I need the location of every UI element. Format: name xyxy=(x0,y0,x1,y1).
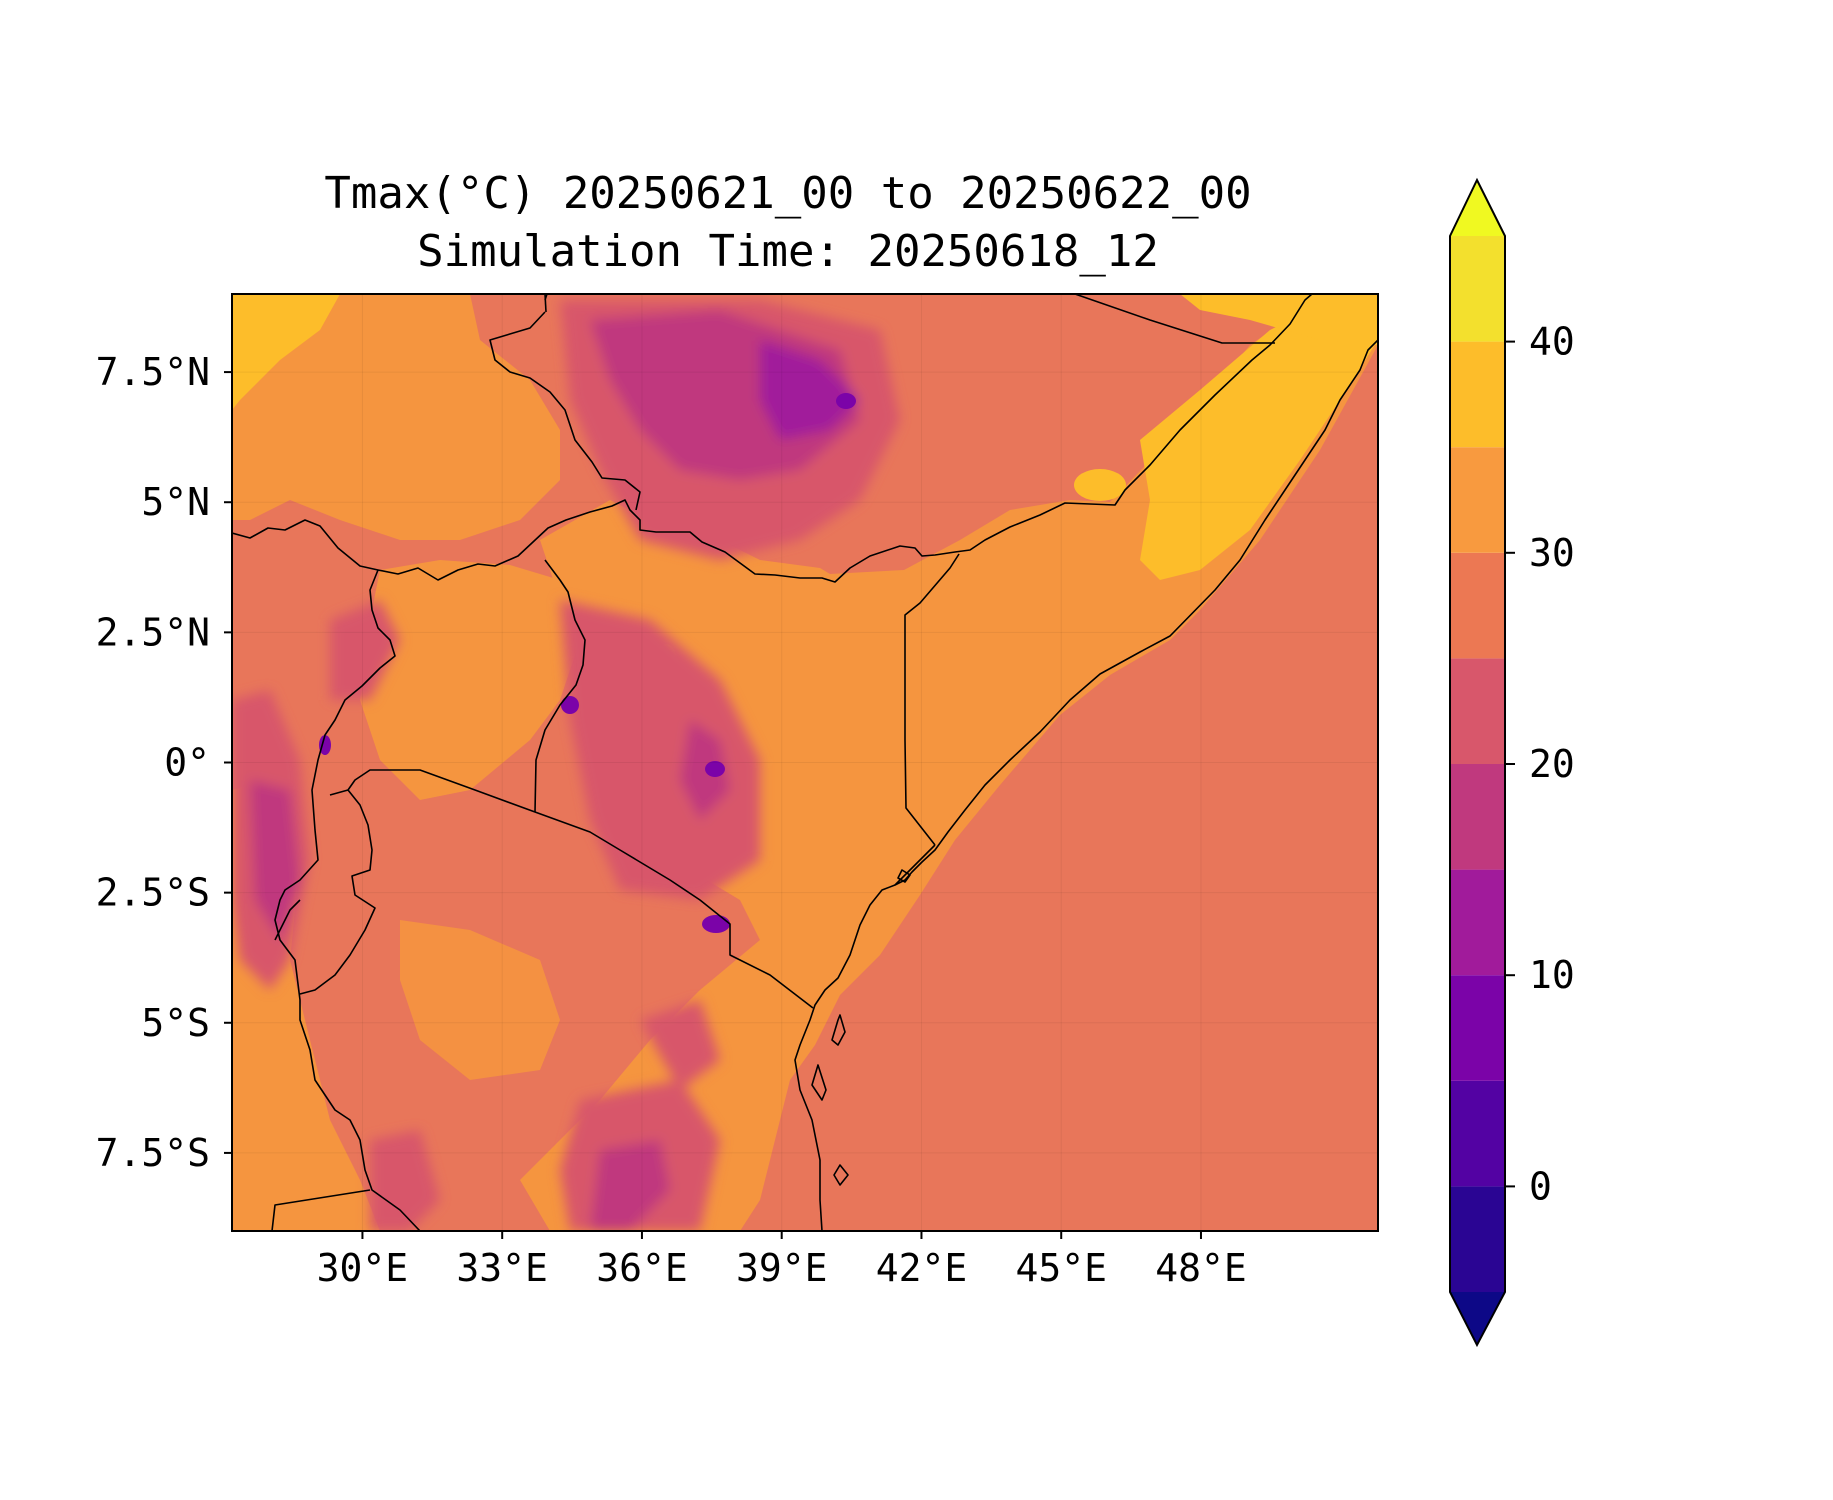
country-borders xyxy=(232,294,1378,1231)
colorbar-tick-label: 20 xyxy=(1529,742,1575,786)
x-tick-label: 45°E xyxy=(1015,1246,1107,1290)
y-tick-label: 0° xyxy=(164,741,210,785)
temperature-field xyxy=(232,294,1378,1231)
x-tick-label: 36°E xyxy=(596,1246,688,1290)
colorbar-under-arrow xyxy=(1450,1292,1505,1345)
colorbar-cell xyxy=(1450,236,1505,342)
cold-spot-mount-kenya xyxy=(705,761,725,777)
colorbar-cell xyxy=(1450,869,1505,976)
map-panel: 30°E 33°E 36°E 39°E 42°E 45°E 48°E 7.5°N 5°N 2.5°… xyxy=(96,293,1379,1290)
hot-zone-north xyxy=(1180,294,1378,345)
land-warm-uganda xyxy=(360,560,580,800)
x-tick-label: 42°E xyxy=(876,1246,968,1290)
colorbar-over-arrow xyxy=(1450,180,1505,236)
colorbar-tick-label: 10 xyxy=(1529,953,1575,997)
colorbar-cell xyxy=(1450,975,1505,1081)
y-tick-label: 7.5°N xyxy=(96,350,210,394)
y-tick-label: 5°S xyxy=(141,1001,210,1045)
colorbar-cells xyxy=(1450,236,1505,1292)
hot-zone-northwest xyxy=(232,294,340,410)
colorbar-cell xyxy=(1450,1080,1505,1187)
hot-spot-ogaden xyxy=(1074,469,1126,501)
colorbar-cell xyxy=(1450,1186,1505,1292)
highland-cool-zones xyxy=(232,300,900,1231)
land-warm-northwest xyxy=(232,294,560,540)
cold-spot-ethiopia xyxy=(836,393,856,409)
colorbar-tick-label: 40 xyxy=(1529,320,1575,364)
colorbar-cell xyxy=(1450,658,1505,764)
colorbar-cell xyxy=(1450,341,1505,448)
colorbar-ticks: 0 10 20 30 40 xyxy=(1505,320,1575,1208)
colorbar-cell xyxy=(1450,764,1505,870)
x-tick-label: 30°E xyxy=(317,1246,409,1290)
colorbar-outline xyxy=(1449,177,1506,1348)
chart-title-line2: Simulation Time: 20250618_12 xyxy=(417,226,1159,277)
x-tick-label: 33°E xyxy=(456,1246,548,1290)
y-tick-label: 5°N xyxy=(141,480,210,524)
x-tick-label: 39°E xyxy=(736,1246,828,1290)
cold-spot-rwenzori xyxy=(319,735,331,755)
map-ticks: 30°E 33°E 36°E 39°E 42°E 45°E 48°E 7.5°N 5°N 2.5°… xyxy=(96,294,1378,1290)
y-tick-label: 2.5°N xyxy=(96,610,210,654)
cold-spot-kilimanjaro xyxy=(702,915,730,933)
colorbar-cell xyxy=(1450,447,1505,553)
colorbar-tick-label: 30 xyxy=(1529,531,1575,575)
land-warm-tanzania xyxy=(400,920,560,1080)
y-tick-label: 7.5°S xyxy=(96,1131,210,1175)
hot-zone-somalia xyxy=(1140,296,1378,580)
colorbar-cell xyxy=(1450,552,1505,659)
chart-title-line1: Tmax(°C) 20250621_00 to 20250622_00 xyxy=(324,168,1251,219)
colorbar: 0 10 20 30 40 xyxy=(1449,177,1575,1348)
y-tick-label: 2.5°S xyxy=(96,871,210,915)
cold-spot-elgon xyxy=(561,696,579,714)
colorbar-tick-label: 0 xyxy=(1529,1164,1552,1208)
x-tick-label: 48°E xyxy=(1155,1246,1247,1290)
